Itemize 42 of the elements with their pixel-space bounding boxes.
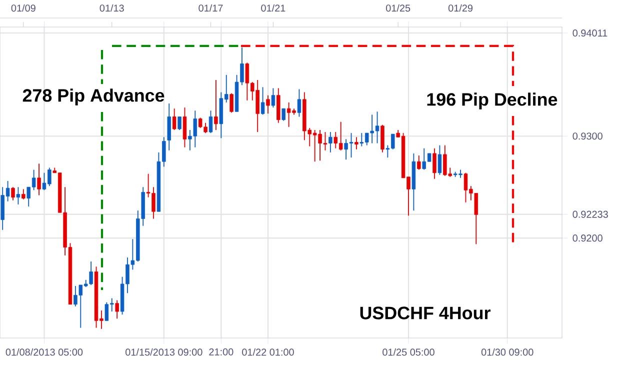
y-tick-label: 0.94011: [572, 29, 608, 37]
annotation: 278 Pip Advance: [22, 88, 164, 106]
candlestick: [16, 186, 20, 205]
x-tick-label: 01/30 09:00: [481, 348, 534, 356]
text: 01/09: [11, 4, 36, 12]
candlestick: [297, 88, 302, 118]
x-tick-label: 01/08/2013 05:00: [6, 348, 83, 356]
annotation: USDCHF 4Hour: [360, 306, 490, 320]
text: 01/21: [261, 4, 286, 12]
candlestick: [438, 144, 442, 176]
candlestick: [178, 116, 182, 130]
y-tick-label: 0.9300: [572, 132, 602, 140]
candlestick: [115, 300, 119, 320]
candlestick: [172, 108, 176, 130]
candlestick: [22, 188, 26, 200]
y-tick-label: 0.9200: [572, 234, 602, 242]
candlestick: [417, 155, 421, 170]
candlestick: [260, 86, 265, 116]
candlestick: [282, 108, 286, 122]
candlestick: [167, 103, 171, 151]
text: 01/25: [386, 4, 410, 12]
x-tick-label: 01/25 05:00: [382, 348, 434, 356]
annotation: 196 Pip Decline: [427, 92, 558, 110]
candlestick: [214, 80, 218, 130]
text: 01/17: [198, 4, 223, 12]
candlestick: [208, 110, 213, 134]
candlestick: [328, 132, 332, 153]
text: 01/29: [448, 4, 473, 12]
candlestick: [432, 148, 436, 180]
candlestick: [354, 136, 358, 150]
x-tick-label: 21:00: [209, 348, 234, 356]
candlestick: [271, 88, 276, 108]
x-tick-label: 01/15/2013 09:00: [126, 348, 202, 356]
candlestick: [266, 94, 270, 114]
x-tick-label: 01/22 01:00: [242, 348, 294, 356]
y-tick-label: 0.92233: [572, 210, 608, 218]
candlestick: [11, 186, 15, 201]
candlestick: [380, 124, 384, 153]
candlestick: [37, 163, 41, 196]
candlestick: [182, 107, 187, 148]
candlestick: [230, 92, 234, 114]
text: 01/13: [100, 4, 124, 12]
